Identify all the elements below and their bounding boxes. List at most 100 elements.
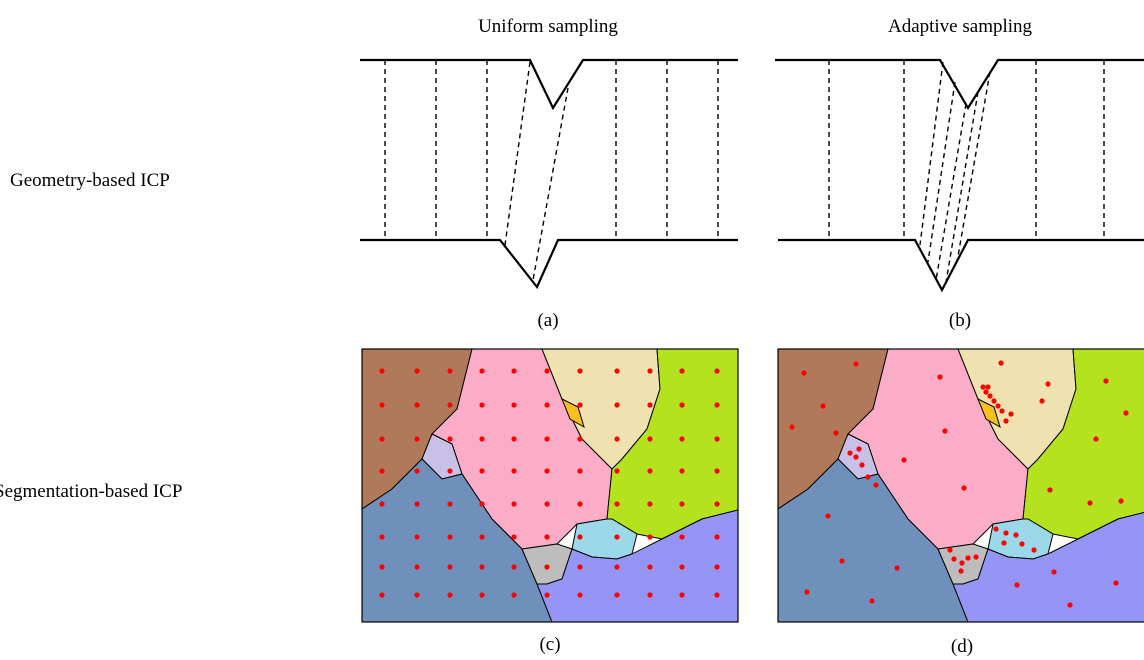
sample-point bbox=[544, 402, 550, 408]
sample-point bbox=[1067, 602, 1073, 608]
sample-point bbox=[801, 370, 807, 376]
sample-point bbox=[1103, 378, 1109, 384]
sample-point bbox=[958, 568, 964, 574]
sample-point bbox=[577, 501, 583, 507]
sample-point bbox=[379, 592, 385, 598]
sample-point bbox=[1039, 398, 1045, 404]
sample-point bbox=[414, 564, 420, 570]
sample-point bbox=[714, 564, 720, 570]
sample-point bbox=[577, 468, 583, 474]
sample-point bbox=[511, 468, 517, 474]
sample-point bbox=[479, 592, 485, 598]
sample-point bbox=[991, 398, 997, 404]
sample-point bbox=[1014, 582, 1020, 588]
sample-point bbox=[414, 368, 420, 374]
sample-point bbox=[714, 501, 720, 507]
sample-point bbox=[511, 436, 517, 442]
sample-point bbox=[544, 592, 550, 598]
row-label: Segmentation-based ICP bbox=[0, 481, 182, 502]
sample-point bbox=[379, 564, 385, 570]
sample-point bbox=[647, 564, 653, 570]
sample-point bbox=[379, 501, 385, 507]
sample-point bbox=[647, 402, 653, 408]
sample-point bbox=[447, 501, 453, 507]
sample-point bbox=[679, 436, 685, 442]
sample-point bbox=[901, 457, 907, 463]
sample-point bbox=[714, 534, 720, 540]
sample-point bbox=[1013, 532, 1019, 538]
sample-point bbox=[577, 402, 583, 408]
sample-point bbox=[647, 501, 653, 507]
sample-point bbox=[544, 501, 550, 507]
sample-point bbox=[947, 547, 953, 553]
sample-point bbox=[965, 555, 971, 561]
sample-point bbox=[714, 592, 720, 598]
column-title: Adaptive sampling bbox=[888, 16, 1033, 37]
sample-point bbox=[1019, 541, 1025, 547]
sample-point bbox=[479, 368, 485, 374]
sample-point bbox=[789, 424, 795, 430]
sample-point bbox=[479, 564, 485, 570]
sample-point bbox=[1051, 569, 1057, 575]
sample-point bbox=[414, 436, 420, 442]
sample-point bbox=[647, 534, 653, 540]
sample-point bbox=[853, 454, 859, 460]
sample-point bbox=[1003, 418, 1009, 424]
sample-point bbox=[577, 564, 583, 570]
sample-point bbox=[987, 393, 993, 399]
panel-a bbox=[360, 58, 738, 290]
row-label: Geometry-based ICP bbox=[10, 170, 170, 191]
sample-point bbox=[1093, 436, 1099, 442]
sample-point bbox=[856, 446, 862, 452]
sample-point bbox=[679, 368, 685, 374]
sample-point bbox=[414, 501, 420, 507]
sample-point bbox=[614, 436, 620, 442]
sample-point bbox=[614, 534, 620, 540]
sample-point bbox=[980, 384, 986, 390]
sample-point bbox=[379, 436, 385, 442]
sample-point bbox=[511, 564, 517, 570]
sample-point bbox=[447, 368, 453, 374]
sample-point bbox=[511, 534, 517, 540]
sample-point bbox=[973, 554, 979, 560]
sample-point bbox=[679, 564, 685, 570]
sample-point bbox=[983, 389, 989, 395]
sample-point bbox=[679, 534, 685, 540]
sample-point bbox=[414, 534, 420, 540]
sample-point bbox=[873, 482, 879, 488]
sample-point bbox=[993, 526, 999, 532]
sample-point bbox=[447, 564, 453, 570]
sample-point bbox=[859, 462, 865, 468]
sample-point bbox=[679, 501, 685, 507]
sample-point bbox=[479, 436, 485, 442]
sample-point bbox=[942, 428, 948, 434]
sample-point bbox=[679, 592, 685, 598]
sample-point bbox=[894, 565, 900, 571]
sample-point bbox=[614, 402, 620, 408]
sample-point bbox=[1001, 540, 1007, 546]
sample-point bbox=[447, 402, 453, 408]
sample-point bbox=[544, 468, 550, 474]
panel-label: (b) bbox=[949, 310, 971, 331]
sample-point bbox=[714, 402, 720, 408]
panel-b bbox=[775, 58, 1144, 293]
sample-point bbox=[714, 436, 720, 442]
sample-point bbox=[511, 501, 517, 507]
sample-point bbox=[865, 474, 871, 480]
sample-point bbox=[414, 592, 420, 598]
sample-point bbox=[447, 534, 453, 540]
sample-point bbox=[647, 592, 653, 598]
sample-point bbox=[1031, 547, 1037, 553]
sample-point bbox=[647, 436, 653, 442]
sample-point bbox=[1118, 498, 1124, 504]
sample-point bbox=[647, 468, 653, 474]
sample-point bbox=[985, 384, 991, 390]
sample-point bbox=[999, 408, 1005, 414]
sample-point bbox=[614, 501, 620, 507]
sample-point bbox=[414, 402, 420, 408]
sample-point bbox=[379, 402, 385, 408]
sample-point bbox=[479, 402, 485, 408]
sample-point bbox=[479, 501, 485, 507]
sample-point bbox=[447, 468, 453, 474]
sample-point bbox=[479, 468, 485, 474]
